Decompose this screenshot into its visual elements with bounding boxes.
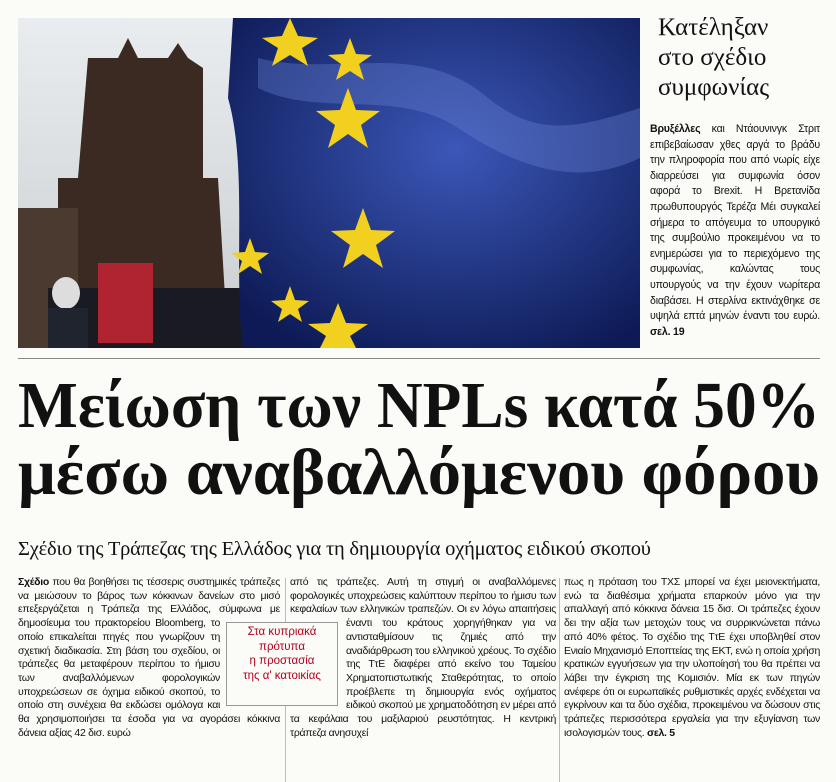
headline-line: μέσω αναβαλλόμενου φόρου: [18, 436, 820, 509]
headline-line: Μείωση των NPLs κατά 50%: [18, 370, 820, 442]
photo: [18, 18, 640, 348]
column: Σχέδιο που θα βοηθήσει τις τέσσερις συστ…: [18, 576, 280, 782]
page-ref: σελ. 5: [646, 726, 675, 739]
sidebar-body: Βρυξέλλες και Ντάουνινγκ Στριτ επιβεβαίω…: [650, 122, 820, 354]
body-text: και Ντάουνινγκ Στριτ επιβεβαίωσαν χθες α…: [650, 123, 820, 323]
body-text: που θα βοηθήσει τις τέσσερις συστημικές …: [18, 576, 280, 739]
body-text: πως η πρόταση του ΤΧΣ μπορεί να έχει μει…: [564, 576, 820, 739]
callout-line: πρότυπα: [259, 640, 305, 653]
callout-box: Στα κυπριακά πρότυπα η προστασία της α' …: [226, 622, 338, 706]
subtitle: Σχέδιο της Τράπεζας της Ελλάδος για τη δ…: [18, 538, 651, 560]
column: πως η πρόταση του ΤΧΣ μπορεί να έχει μει…: [564, 576, 820, 782]
column: από τις τράπεζες. Αυτή τη στιγμή οι αναβ…: [290, 576, 556, 782]
lead: Βρυξέλλες: [650, 123, 701, 135]
sidebar-title: στο σχέδιο: [658, 44, 767, 71]
rule: [18, 358, 820, 359]
lead: Σχέδιο: [18, 576, 49, 588]
column-rule: [559, 578, 560, 782]
callout-line: η προστασία: [249, 655, 315, 667]
callout-line: της α' κατοικίας: [243, 669, 321, 682]
sidebar-title: Κατέληξαν: [658, 14, 769, 41]
sidebar-title: συμφωνίας: [658, 74, 770, 101]
body-text: από τις τράπεζες. Αυτή τη στιγμή οι αναβ…: [290, 576, 556, 739]
page-ref: σελ. 19: [650, 325, 685, 338]
headline: Μείωση των NPLs κατά 50% μέσω αναβαλλόμε…: [18, 370, 820, 509]
callout-line: Στα κυπριακά: [247, 626, 317, 638]
